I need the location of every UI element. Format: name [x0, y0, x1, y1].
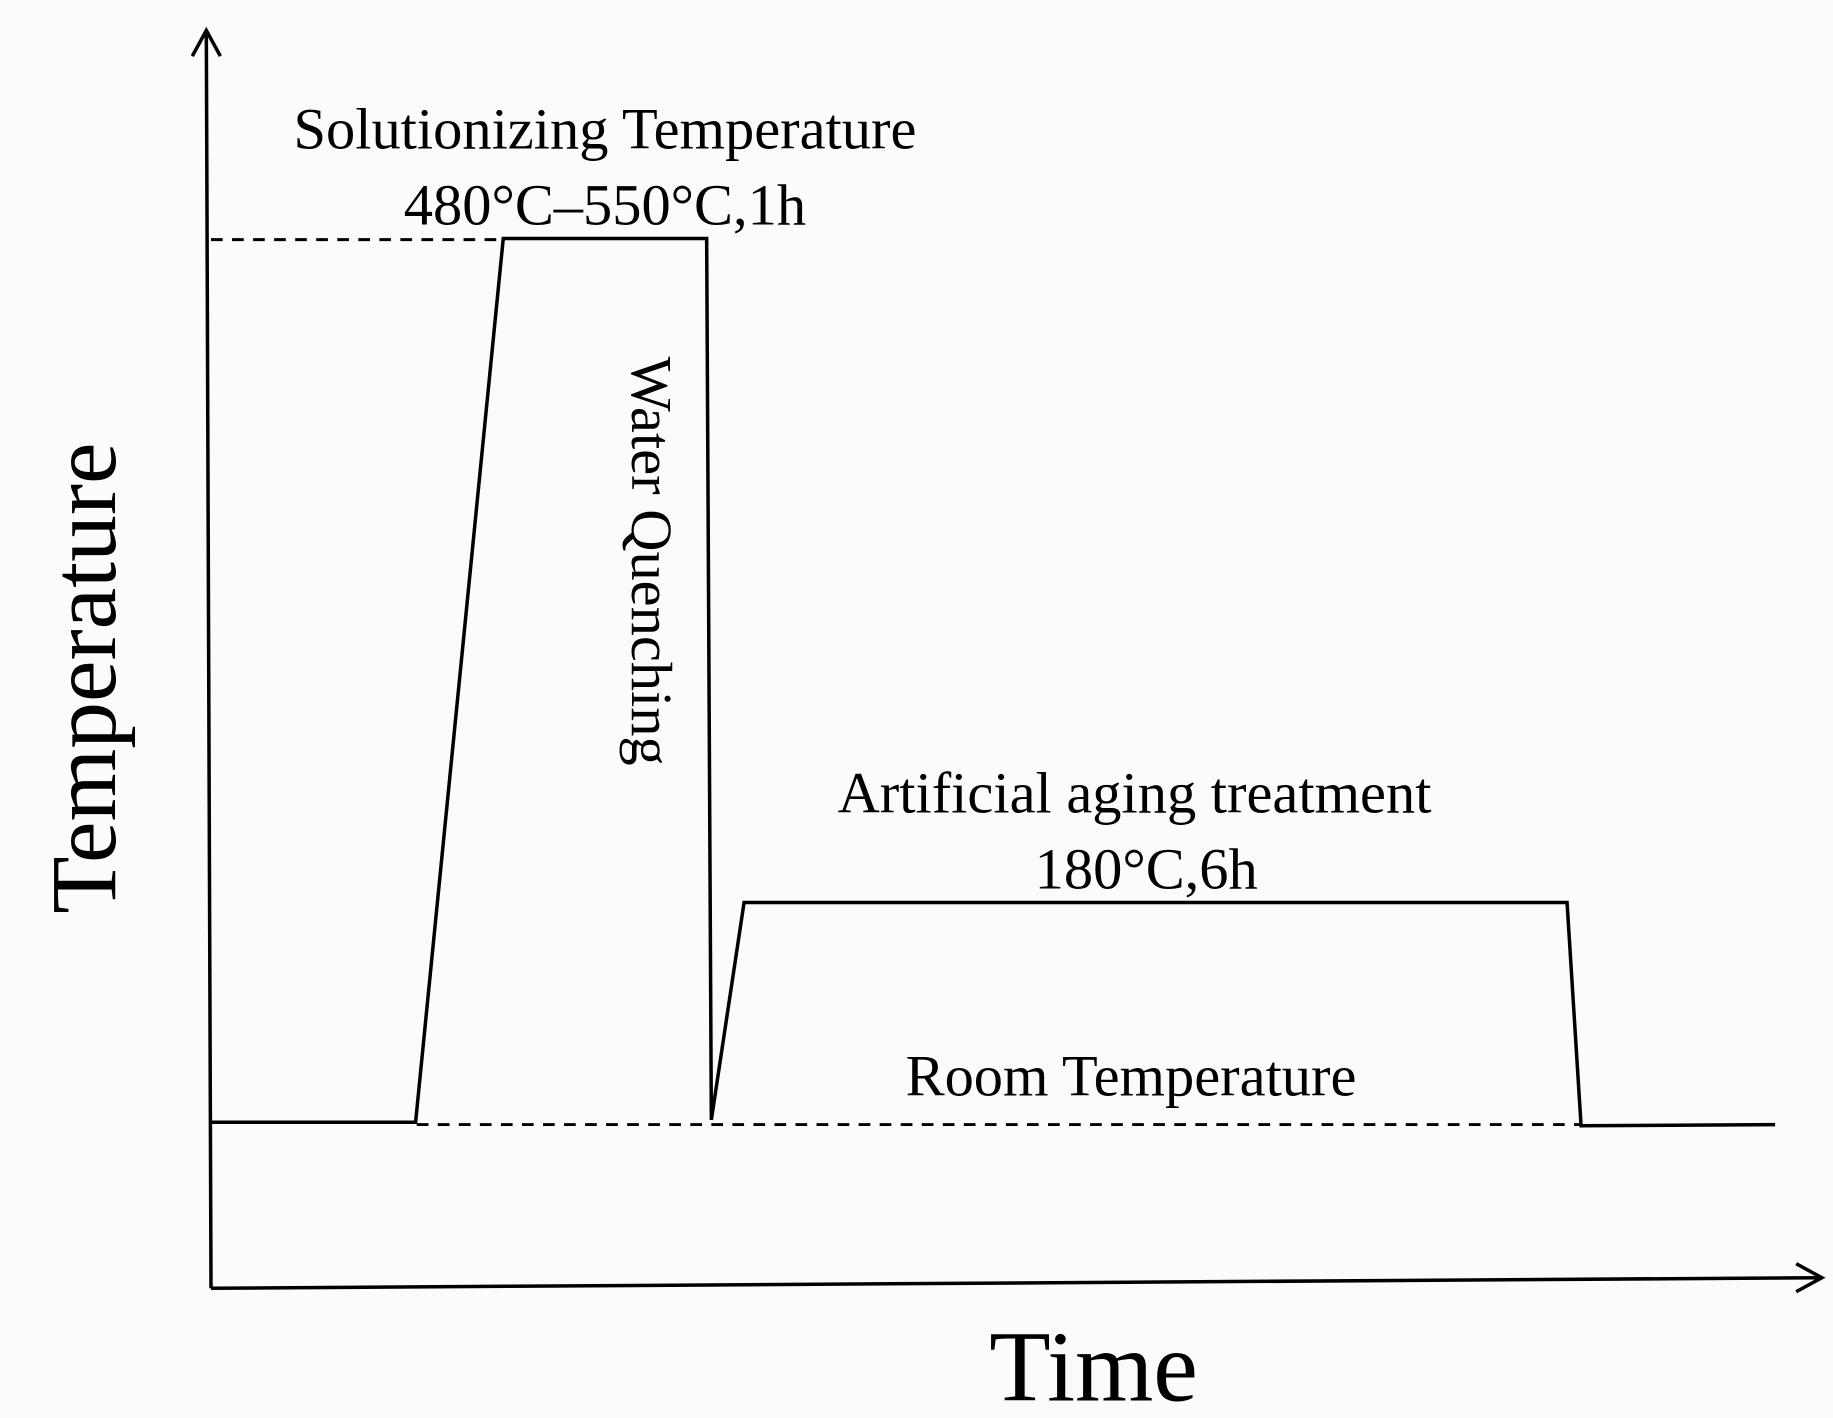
annotation: 480°C–550°C,1h	[404, 172, 806, 237]
y-axis-arrow	[190, 26, 222, 57]
y-axis	[204, 32, 213, 1289]
annotation: 180°C,6h	[1035, 836, 1258, 901]
annotation: Water Quenching	[619, 357, 684, 766]
temperature-profile	[211, 236, 1776, 1128]
annotation: Solutionizing Temperature	[294, 96, 917, 161]
x-axis	[210, 1275, 1820, 1290]
x-axis-label: Time	[989, 1310, 1198, 1418]
x-axis-arrow	[1795, 1262, 1826, 1294]
y-axis-label: Temperature	[33, 442, 136, 913]
annotation: Artificial aging treatment	[838, 760, 1432, 825]
annotation: Room Temperature	[906, 1043, 1357, 1108]
